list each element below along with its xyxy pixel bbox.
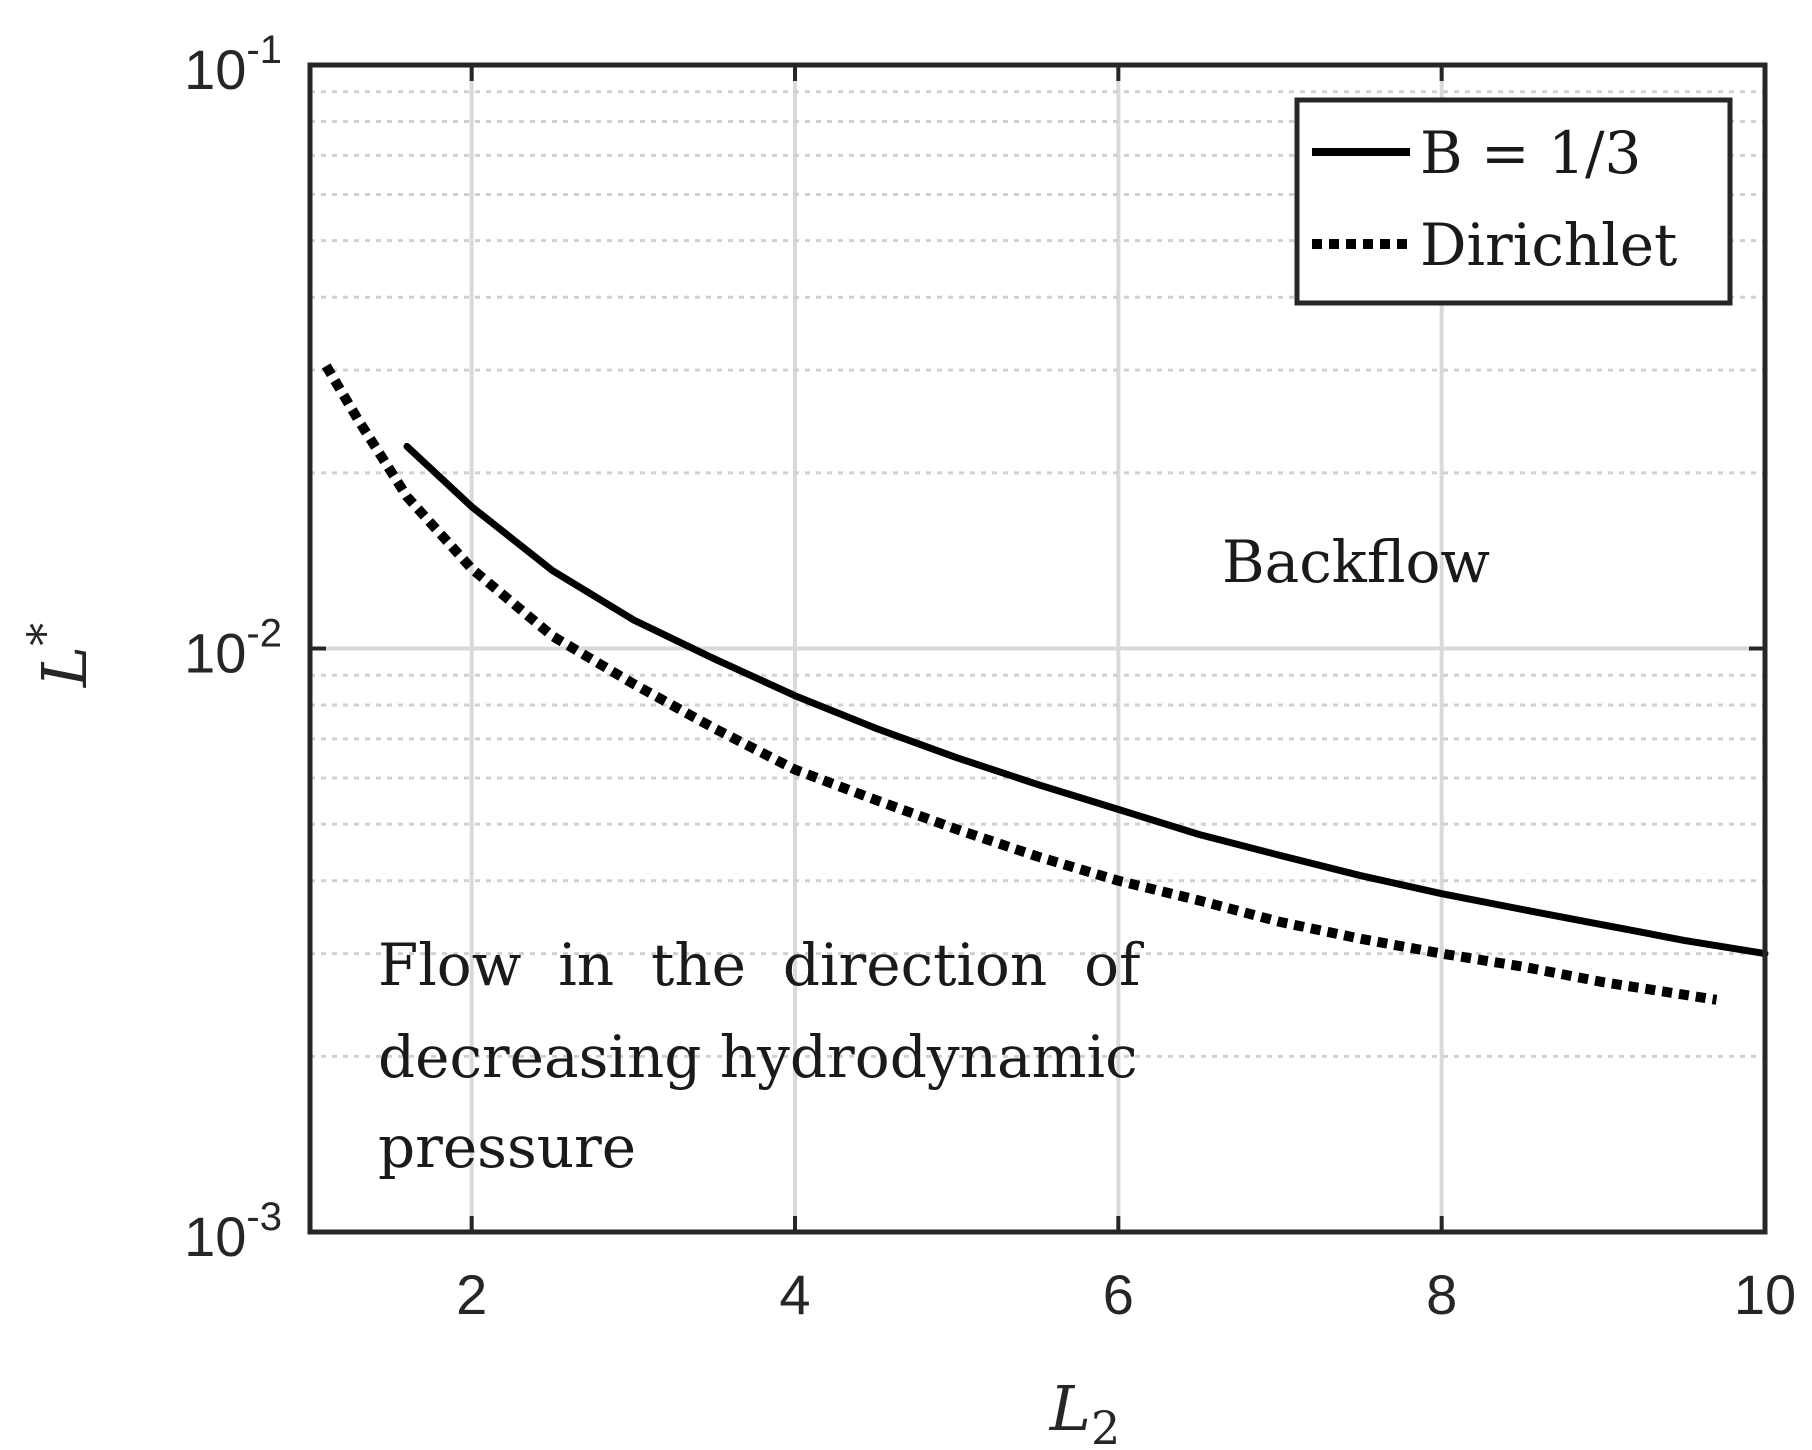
y-axis-title-main: L: [28, 646, 101, 688]
legend-label-series-1: B = 1/3: [1420, 119, 1641, 187]
y-tick-label-exponent: -1: [246, 28, 282, 72]
series-line-b-one-third: [403, 442, 1769, 958]
annotation-flow-line-1: Flow in the direction of: [378, 931, 1144, 999]
x-tick-label: 2: [456, 1263, 487, 1326]
y-axis-title: L*: [17, 623, 101, 688]
annotation-backflow: Backflow: [1222, 528, 1490, 596]
legend-box: [1294, 97, 1733, 306]
y-tick-label: 10-3: [184, 1195, 282, 1268]
annotation-flow-line-2: decreasing hydrodynamic: [378, 1023, 1138, 1091]
series-line-dirichlet: [321, 363, 1718, 1005]
legend-label-series-2: Dirichlet: [1420, 211, 1677, 279]
x-axis-title-main: L: [1049, 1372, 1091, 1445]
x-axis-title: L2: [1049, 1372, 1120, 1450]
y-tick-label-exponent: -3: [246, 1195, 282, 1239]
x-tick-label: 10: [1734, 1263, 1796, 1326]
y-tick-label-base: 10: [184, 622, 246, 685]
y-tick-label: 10-1: [184, 28, 282, 101]
y-tick-label: 10-2: [184, 612, 282, 685]
series-layer: [321, 363, 1769, 1005]
annotation-flow-line-3: pressure: [378, 1113, 636, 1181]
x-tick-label: 8: [1426, 1263, 1457, 1326]
axis-ticks: [310, 63, 1767, 1234]
x-axis-title-subscript: 2: [1091, 1401, 1120, 1450]
y-tick-label-base: 10: [184, 38, 246, 101]
x-tick-label: 6: [1103, 1263, 1134, 1326]
y-axis-title-superscript: *: [17, 623, 71, 646]
y-tick-label-base: 10: [184, 1205, 246, 1268]
y-tick-label-exponent: -2: [246, 612, 282, 656]
legend: B = 1/3 Dirichlet: [1294, 97, 1733, 306]
x-tick-label: 4: [779, 1263, 810, 1326]
